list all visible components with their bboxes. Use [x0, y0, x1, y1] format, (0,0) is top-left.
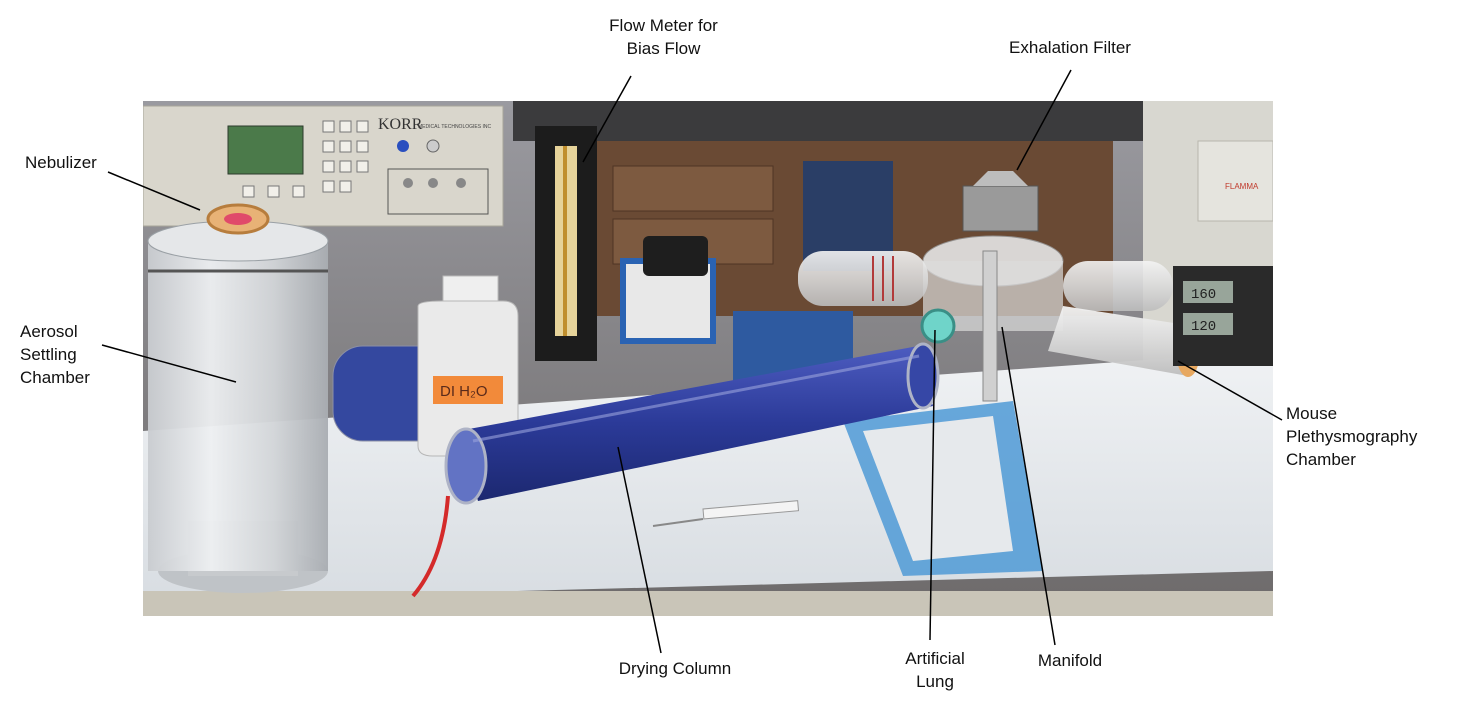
svg-text:MEDICAL TECHNOLOGIES INC: MEDICAL TECHNOLOGIES INC [418, 124, 491, 130]
label-drying-column: Drying Column [618, 659, 732, 678]
svg-text:FLAMMA: FLAMMA [1225, 182, 1259, 191]
label-flow-meter: Flow Meter for Bias Flow [609, 16, 718, 58]
svg-text:120: 120 [1191, 319, 1216, 335]
water-bottle: DI H₂O [417, 275, 519, 457]
svg-text:DI H₂O: DI H₂O [440, 383, 488, 400]
aerosol-chamber [147, 203, 329, 593]
bench-edge [143, 591, 1273, 616]
right-controller: 160 120 [1173, 266, 1273, 366]
svg-text:KORR: KORR [378, 116, 423, 133]
label-nebulizer: Nebulizer [25, 153, 97, 172]
label-aerosol-chamber: Aerosol Settling Chamber [20, 322, 90, 387]
label-artificial-lung: Artificial Lung [905, 649, 965, 691]
artificial-lung-port [920, 308, 956, 344]
label-exhalation-filter: Exhalation Filter [1009, 38, 1131, 57]
label-manifold: Manifold [1037, 651, 1103, 670]
flow-meter [535, 126, 597, 361]
svg-text:160: 160 [1191, 287, 1216, 303]
lab-setup-photo: KORR MEDICAL TECHNOLOGIES INC DI H₂O [143, 101, 1273, 616]
label-mouse-chamber: Mouse Plethysmography Chamber [1286, 404, 1418, 469]
korr-instrument: KORR MEDICAL TECHNOLOGIES INC [143, 105, 504, 227]
manifold-assembly [920, 171, 1064, 402]
